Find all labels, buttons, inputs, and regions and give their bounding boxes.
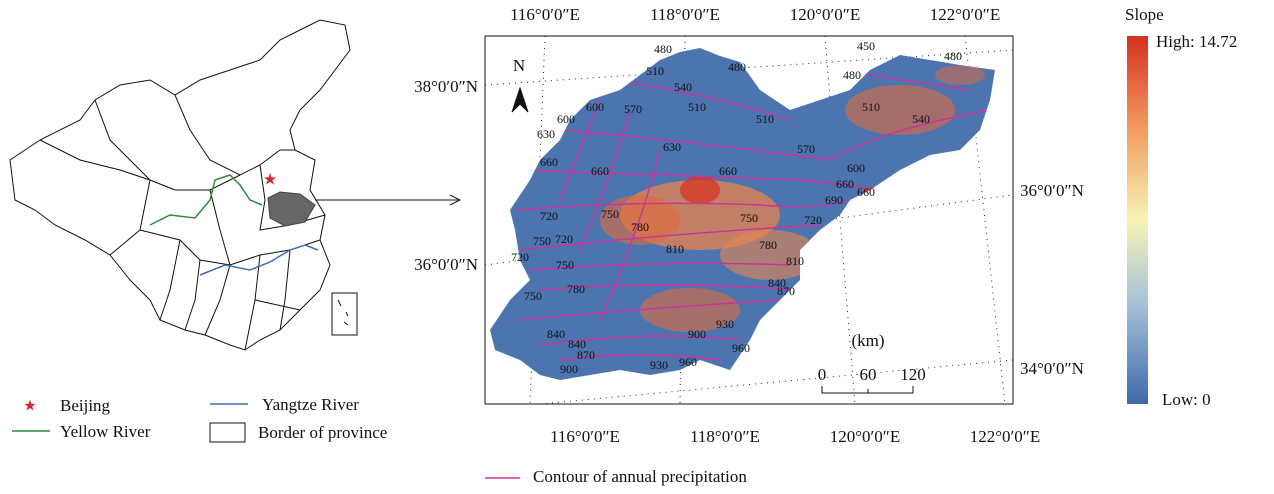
contour-label: 660 — [719, 164, 737, 178]
legend-label: Yellow River — [60, 422, 151, 441]
contour-label: 630 — [663, 140, 681, 154]
contour-label: 900 — [688, 327, 706, 341]
contour-label: 840 — [768, 276, 786, 290]
contour-label: 840 — [547, 327, 565, 341]
yangtze-river — [199, 244, 319, 276]
graticule — [484, 35, 1014, 405]
north-arrow — [511, 86, 529, 113]
contour-label: 750 — [524, 289, 542, 303]
contour-label: 660 — [857, 185, 875, 199]
contour-label: 660 — [591, 164, 609, 178]
contour-label: 870 — [577, 348, 595, 362]
beijing-star: ★ — [263, 172, 277, 189]
contour-label: 630 — [537, 127, 555, 141]
contour-label: 930 — [716, 317, 734, 331]
contour-label: 840 — [568, 337, 586, 351]
inset-frame — [331, 292, 358, 336]
contour-label: 660 — [540, 155, 558, 169]
contour-label: 810 — [666, 242, 684, 256]
yellow-river — [149, 174, 263, 226]
colorbar — [1127, 36, 1148, 404]
contour-label: 780 — [567, 282, 585, 296]
contour-label: 600 — [586, 100, 604, 114]
contour-label: 720 — [804, 213, 822, 227]
scale-tick: 120 — [900, 365, 926, 384]
contour-label: 660 — [836, 177, 854, 191]
contour-label: 480 — [944, 49, 962, 63]
inset-islands — [337, 299, 349, 326]
legend-label: Beijing — [60, 396, 111, 415]
colorbar-low: Low: 0 — [1162, 390, 1211, 409]
contour-label: 690 — [825, 193, 843, 207]
contour-label: 870 — [777, 284, 795, 298]
contour-label: 510 — [688, 100, 706, 114]
contour-label: 450 — [857, 39, 875, 53]
contours — [514, 69, 991, 361]
left-axis-label: 36°0′0″N — [414, 255, 478, 274]
contour-label: 570 — [797, 142, 815, 156]
contour-label: 600 — [557, 112, 575, 126]
right-axis-label: 34°0′0″N — [1020, 359, 1084, 378]
legend-border — [209, 422, 246, 443]
contour-label: 540 — [912, 112, 930, 126]
contour-label: 930 — [650, 358, 668, 372]
top-axis-label: 118°0′0″E — [650, 5, 720, 24]
contour-label: 780 — [759, 238, 777, 252]
legend-star: ★ — [23, 398, 36, 414]
contour-label: 540 — [674, 80, 692, 94]
right-axis-label: 36°0′0″N — [1020, 181, 1084, 200]
top-axis-label: 122°0′0″E — [930, 5, 1000, 24]
contour-label: 810 — [786, 254, 804, 268]
top-axis-label: 116°0′0″E — [510, 5, 580, 24]
contour-label: 480 — [728, 60, 746, 74]
scale-unit: (km) — [851, 331, 884, 350]
scale-tick: 0 — [818, 365, 827, 384]
contour-label: 720 — [555, 232, 573, 246]
colorbar-title: Slope — [1125, 5, 1164, 24]
scale-bar — [821, 386, 914, 394]
contour-label: 960 — [732, 341, 750, 355]
contour-label: 480 — [843, 68, 861, 82]
left-axis-label: 38°0′0″N — [414, 77, 478, 96]
bottom-axis-label: 120°0′0″E — [830, 427, 900, 446]
contour-legend-label: Contour of annual precipitation — [533, 467, 747, 486]
scale-tick: 60 — [860, 365, 877, 384]
bottom-axis-label: 122°0′0″E — [970, 427, 1040, 446]
contour-label: 570 — [624, 102, 642, 116]
contour-label: 510 — [862, 100, 880, 114]
legend-label: Yangtze River — [262, 395, 359, 414]
slope-patches — [600, 65, 985, 332]
arrow-head — [449, 194, 462, 206]
top-axis-label: 120°0′0″E — [790, 5, 860, 24]
contour-label: 720 — [540, 209, 558, 223]
bottom-axis-label: 118°0′0″E — [690, 427, 760, 446]
colorbar-high: High: 14.72 — [1156, 32, 1237, 51]
shandong-highlight — [267, 191, 316, 227]
bottom-axis-label: 116°0′0″E — [550, 427, 620, 446]
contour-label: 750 — [533, 234, 551, 248]
legend-label: Border of province — [258, 423, 387, 442]
contour-label: 510 — [756, 112, 774, 126]
contour-label: 900 — [560, 362, 578, 376]
contour-label: 750 — [601, 207, 619, 221]
north-label: N — [513, 56, 525, 75]
contour-label: 600 — [847, 161, 865, 175]
contour-label: 480 — [654, 42, 672, 56]
contour-label: 960 — [679, 355, 697, 369]
contour-label: 510 — [646, 64, 664, 78]
contour-label: 720 — [511, 250, 529, 264]
china-map: ★ — [9, 19, 358, 351]
contour-label: 750 — [556, 258, 574, 272]
contour-label: 750 — [740, 211, 758, 225]
contour-label: 780 — [631, 220, 649, 234]
